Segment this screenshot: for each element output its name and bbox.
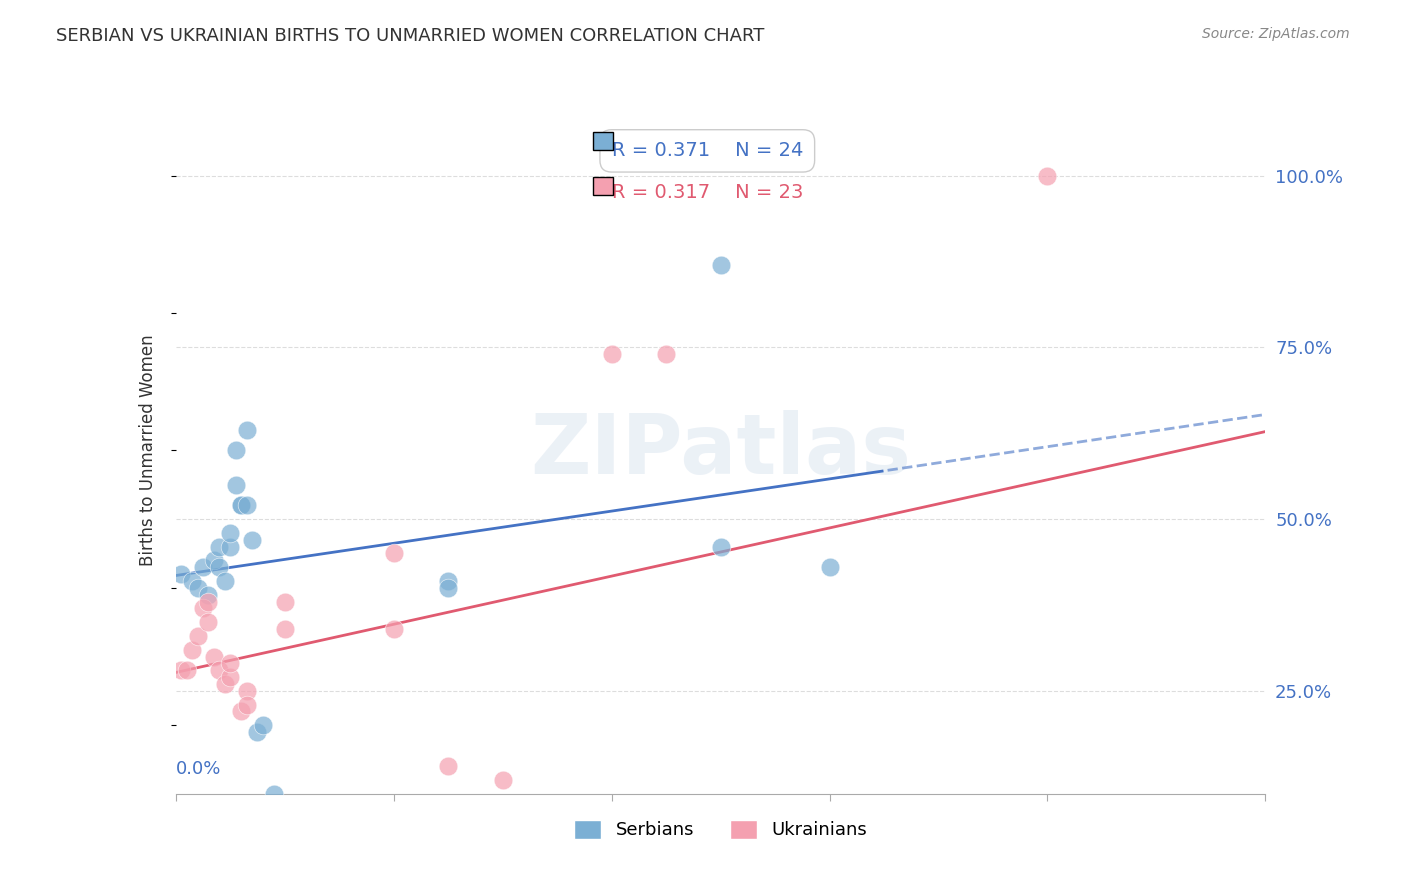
Point [710,540,733,554]
Y-axis label: Births to Unmarried Women: Births to Unmarried Women [139,334,157,566]
Point [928,807,950,822]
Point [818,560,841,574]
Point [437,759,460,773]
Point [235,499,257,513]
Point [710,807,733,822]
Point [231,705,253,719]
Point [219,670,242,684]
Point [235,423,257,437]
Point [274,594,297,608]
Point [437,581,460,595]
Point [186,581,209,595]
Point [186,629,209,643]
Point [208,663,231,677]
Text: R = 0.371    N = 24: R = 0.371 N = 24 [612,141,803,161]
Point [263,787,285,801]
Text: SERBIAN VS UKRAINIAN BIRTHS TO UNMARRIED WOMEN CORRELATION CHART: SERBIAN VS UKRAINIAN BIRTHS TO UNMARRIED… [56,27,765,45]
Point [181,574,204,588]
Point [235,683,257,698]
Point [225,478,247,492]
Point [214,677,236,691]
Point [208,560,231,574]
Point [710,258,733,272]
Legend: Serbians, Ukrainians: Serbians, Ukrainians [567,813,875,847]
Point [274,622,297,636]
Point [197,588,219,602]
Point [246,725,269,739]
Point [170,663,193,677]
Text: ZIPatlas: ZIPatlas [530,410,911,491]
Point [382,622,405,636]
Point [235,698,257,712]
Point [231,499,253,513]
Point [655,347,678,361]
FancyBboxPatch shape [593,132,613,150]
Point [197,594,219,608]
Text: R = 0.317    N = 23: R = 0.317 N = 23 [612,183,803,202]
Point [191,560,214,574]
Point [219,525,242,540]
Point [197,615,219,630]
Point [181,642,204,657]
Point [437,574,460,588]
Text: Source: ZipAtlas.com: Source: ZipAtlas.com [1202,27,1350,41]
Point [225,443,247,458]
Point [214,574,236,588]
Point [252,718,274,732]
Text: 0.0%: 0.0% [176,760,221,778]
Point [600,347,623,361]
Point [202,553,225,567]
Point [176,663,198,677]
Point [1036,169,1059,183]
Point [170,567,193,582]
Point [191,601,214,615]
Point [240,533,263,547]
Point [219,540,242,554]
Point [231,499,253,513]
Point [208,540,231,554]
Point [492,773,515,788]
Point [382,546,405,561]
FancyBboxPatch shape [593,178,613,195]
Point [202,649,225,664]
Point [219,657,242,671]
